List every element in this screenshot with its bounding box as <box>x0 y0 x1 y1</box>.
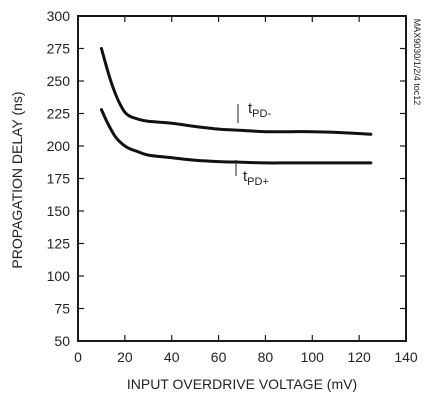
x-tick-label: 0 <box>74 349 82 365</box>
y-tick-label: 225 <box>47 106 71 122</box>
y-axis-ticks: 50 75 100 125 150 175 200 225 250 275 300 <box>47 8 406 349</box>
x-tick-label: 20 <box>117 349 133 365</box>
x-tick-label: 60 <box>211 349 227 365</box>
y-tick-label: 200 <box>47 138 71 154</box>
series-label-tpd-plus-main: t <box>243 168 248 185</box>
y-tick-label: 175 <box>47 171 71 187</box>
series-label-tpd-plus: tPD+ <box>243 168 269 188</box>
y-tick-label: 50 <box>54 333 70 349</box>
x-tick-label: 100 <box>301 349 325 365</box>
series-line-tpd-plus <box>99 108 373 165</box>
y-tick-label: 75 <box>54 301 70 317</box>
series-line-tpd-minus <box>99 47 373 136</box>
y-axis-title: PROPAGATION DELAY (ns) <box>9 91 25 268</box>
figure-id-label: MAX9030/1/2/4 toc12 <box>412 19 422 106</box>
series-label-tpd-minus: tPD- <box>248 100 271 120</box>
x-tick-label: 140 <box>394 349 418 365</box>
y-tick-label: 125 <box>47 236 71 252</box>
series-label-tpd-minus-sub: PD- <box>252 108 271 120</box>
x-tick-label: 40 <box>164 349 180 365</box>
y-tick-label: 150 <box>47 203 71 219</box>
series-lines <box>99 47 373 165</box>
plot-frame <box>77 15 407 342</box>
y-tick-label: 300 <box>47 8 71 24</box>
y-tick-label: 250 <box>47 73 71 89</box>
series-label-tpd-plus-sub: PD+ <box>247 176 269 188</box>
series-label-tpd-minus-main: t <box>248 100 253 117</box>
y-tick-label: 275 <box>47 41 71 57</box>
x-axis-title: INPUT OVERDRIVE VOLTAGE (mV) <box>127 376 357 392</box>
x-axis-ticks: 0 20 40 60 80 100 120 140 <box>74 16 418 365</box>
y-tick-label: 100 <box>47 268 71 284</box>
x-tick-label: 120 <box>347 349 371 365</box>
x-tick-label: 80 <box>258 349 274 365</box>
